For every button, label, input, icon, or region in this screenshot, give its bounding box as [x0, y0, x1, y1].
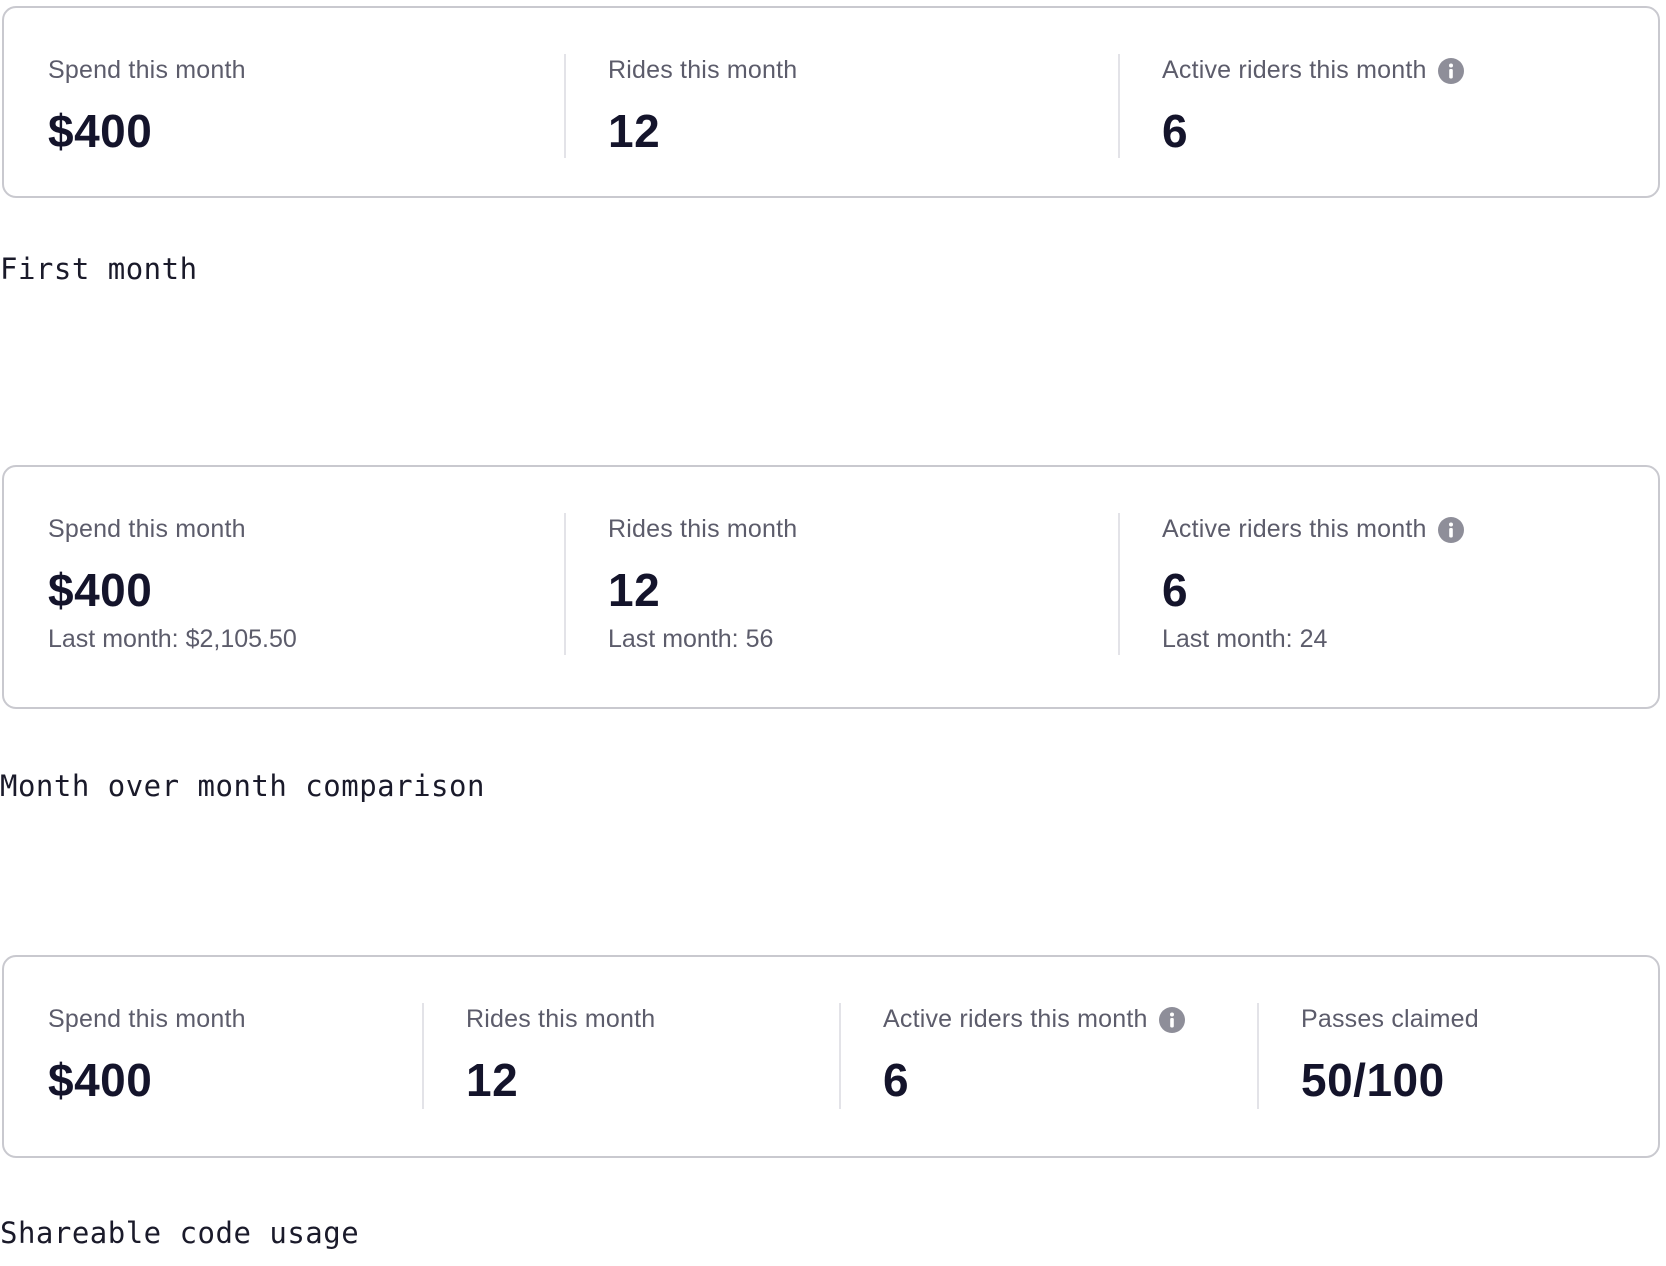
- stats-card-first-month: Spend this month $400 Rides this month 1…: [2, 6, 1660, 198]
- stat-rides: Rides this month 12: [564, 8, 1118, 196]
- stat-value: $400: [48, 1054, 153, 1106]
- stat-label: Active riders this month: [1162, 515, 1427, 543]
- stat-label: Rides this month: [608, 56, 798, 84]
- section-caption: Month over month comparison: [0, 769, 485, 803]
- info-icon[interactable]: [1437, 516, 1465, 544]
- stat-last-month: Last month: $2,105.50: [48, 625, 297, 653]
- info-icon[interactable]: [1158, 1006, 1186, 1034]
- stat-label: Passes claimed: [1301, 1005, 1479, 1033]
- stat-last-month: Last month: 24: [1162, 625, 1328, 653]
- stat-rides: Rides this month 12: [422, 957, 839, 1156]
- stat-spend: Spend this month $400: [4, 957, 422, 1156]
- stats-card-month-over-month: Spend this month $400 Last month: $2,105…: [2, 465, 1660, 709]
- stat-value: 12: [466, 1054, 519, 1106]
- stat-value: 12: [608, 564, 661, 616]
- stat-value: $400: [48, 105, 153, 157]
- stat-spend: Spend this month $400 Last month: $2,105…: [4, 467, 564, 707]
- stat-active-riders: Active riders this month 6: [839, 957, 1257, 1156]
- stat-value: 6: [1162, 105, 1189, 157]
- stat-label: Spend this month: [48, 515, 246, 543]
- stat-value: 50/100: [1301, 1054, 1445, 1106]
- stat-label: Rides this month: [466, 1005, 656, 1033]
- section-caption: First month: [0, 252, 198, 286]
- stat-last-month: Last month: 56: [608, 625, 774, 653]
- stat-value: 6: [1162, 564, 1189, 616]
- stat-rides: Rides this month 12 Last month: 56: [564, 467, 1118, 707]
- stat-label: Rides this month: [608, 515, 798, 543]
- info-icon[interactable]: [1437, 57, 1465, 85]
- stat-label: Active riders this month: [1162, 56, 1427, 84]
- stat-passes-claimed: Passes claimed 50/100: [1257, 957, 1658, 1156]
- section-caption: Shareable code usage: [0, 1216, 360, 1250]
- stat-value: 12: [608, 105, 661, 157]
- stat-label: Spend this month: [48, 1005, 246, 1033]
- stats-card-shareable-code: Spend this month $400 Rides this month 1…: [2, 955, 1660, 1158]
- stat-active-riders: Active riders this month 6 Last month: 2…: [1118, 467, 1658, 707]
- stat-value: 6: [883, 1054, 910, 1106]
- stat-label: Spend this month: [48, 56, 246, 84]
- stat-label: Active riders this month: [883, 1005, 1148, 1033]
- stat-value: $400: [48, 564, 153, 616]
- stat-spend: Spend this month $400: [4, 8, 564, 196]
- stat-active-riders: Active riders this month 6: [1118, 8, 1658, 196]
